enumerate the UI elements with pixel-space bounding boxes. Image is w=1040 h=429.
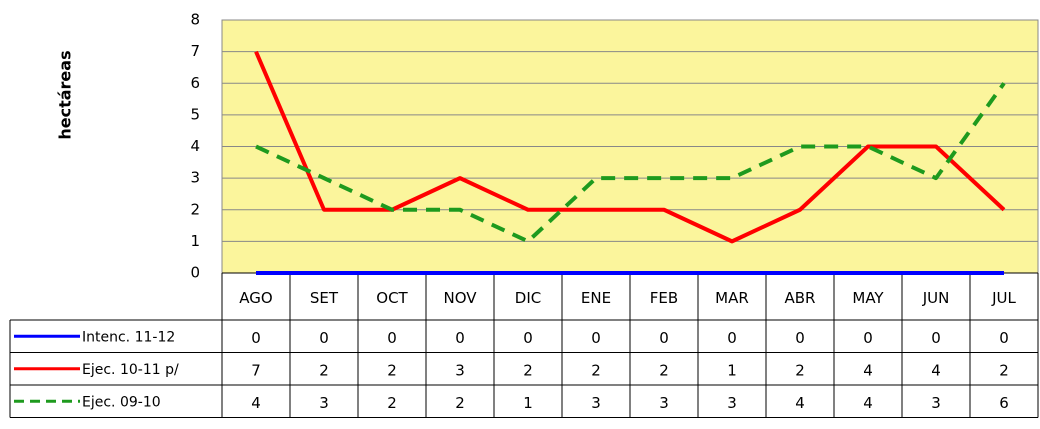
table-value: 3 (931, 394, 941, 412)
table-value: 2 (523, 361, 533, 379)
x-tick-label: ABR (785, 289, 816, 307)
table-value: 2 (387, 394, 397, 412)
y-tick-label: 5 (190, 105, 200, 123)
x-tick-label: JUL (991, 289, 1016, 307)
table-value: 0 (523, 329, 533, 347)
table-value: 4 (863, 361, 873, 379)
table-value: 2 (455, 394, 465, 412)
x-tick-label: NOV (443, 289, 477, 307)
table-value: 3 (319, 394, 329, 412)
x-tick-label: OCT (376, 289, 408, 307)
x-tick-label: JUN (922, 289, 950, 307)
table-value: 2 (795, 361, 805, 379)
table-value: 3 (591, 394, 601, 412)
table-value: 0 (251, 329, 261, 347)
table-value: 4 (931, 361, 941, 379)
table-value: 0 (319, 329, 329, 347)
table-value: 2 (659, 361, 669, 379)
y-tick-label: 3 (190, 169, 200, 187)
x-tick-label: DIC (515, 289, 541, 307)
table-value: 0 (727, 329, 737, 347)
table-value: 1 (727, 361, 737, 379)
y-tick-label: 1 (190, 232, 200, 250)
x-tick-label: MAR (715, 289, 749, 307)
table-value: 0 (795, 329, 805, 347)
table-value: 6 (999, 394, 1009, 412)
legend-label: Ejec. 10-11 p/ (82, 362, 179, 378)
table-value: 4 (251, 394, 261, 412)
table-value: 3 (727, 394, 737, 412)
table-value: 4 (795, 394, 805, 412)
x-tick-label: AGO (239, 289, 272, 307)
table-value: 2 (319, 361, 329, 379)
data-line (254, 50, 1006, 244)
data-line (255, 82, 1006, 244)
table-value: 4 (863, 394, 873, 412)
y-tick-label: 6 (190, 74, 200, 92)
table-value: 0 (863, 329, 873, 347)
table-value: 0 (591, 329, 601, 347)
y-axis-label: hectáreas (56, 50, 75, 139)
x-tick-label: FEB (650, 289, 678, 307)
table-value: 0 (455, 329, 465, 347)
table-value: 0 (999, 329, 1009, 347)
table-value: 0 (387, 329, 397, 347)
y-tick-label: 4 (190, 137, 200, 155)
x-tick-label: SET (310, 289, 339, 307)
table-value: 7 (251, 361, 261, 379)
table-value: 3 (455, 361, 465, 379)
y-tick-label: 2 (190, 200, 200, 218)
y-tick-label: 7 (190, 42, 200, 60)
table-value: 2 (591, 361, 601, 379)
x-tick-label: MAY (852, 289, 884, 307)
table-value: 0 (931, 329, 941, 347)
table-value: 2 (387, 361, 397, 379)
table-value: 2 (999, 361, 1009, 379)
table-value: 0 (659, 329, 669, 347)
y-tick-label: 0 (190, 264, 200, 282)
legend-label: Intenc. 11-12 (82, 329, 175, 345)
table-value: 1 (523, 394, 533, 412)
y-tick-label: 8 (190, 11, 200, 29)
table-value: 3 (659, 394, 669, 412)
x-tick-label: ENE (581, 289, 611, 307)
legend-label: Ejec. 09-10 (82, 394, 161, 410)
